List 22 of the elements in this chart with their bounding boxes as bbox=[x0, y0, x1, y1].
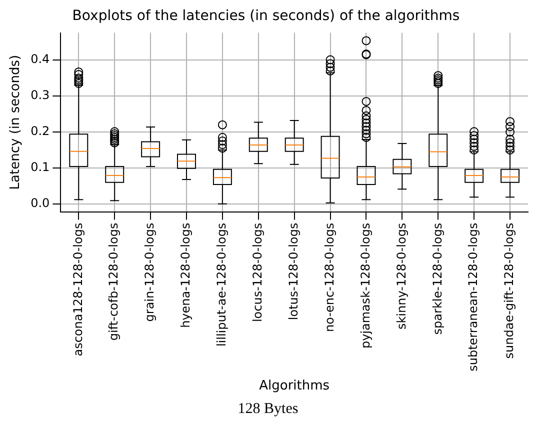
x-tick-label: sundae-gift-128-0-logs bbox=[502, 222, 516, 359]
y-tick-label: 0.0 bbox=[30, 196, 50, 210]
x-tick-label: hyena-128-0-logs bbox=[178, 222, 193, 328]
x-tick-label: ascona128-128-0-logs bbox=[70, 222, 85, 356]
chart-title: Boxplots of the latencies (in seconds) of the algorithms bbox=[72, 8, 460, 24]
x-tick-label: grain-128-0-logs bbox=[142, 222, 157, 322]
y-axis-title: Latency (in seconds) bbox=[8, 54, 24, 190]
x-tick-label: pyjamask-128-0-logs bbox=[358, 222, 372, 349]
x-tick-label: locus-128-0-logs bbox=[250, 222, 265, 322]
y-tick-label: 0.3 bbox=[30, 88, 50, 102]
y-tick-label: 0.4 bbox=[30, 52, 50, 66]
x-tick-label: no-enc-128-0-logs bbox=[322, 222, 336, 332]
x-tick-label: lotus-128-0-logs bbox=[286, 222, 300, 320]
x-tick-label: skinny-128-0-logs bbox=[394, 222, 408, 330]
x-tick-label: gift-cofb-128-0-logs bbox=[106, 222, 121, 341]
y-tick-label: 0.1 bbox=[30, 160, 50, 174]
y-tick-label: 0.2 bbox=[30, 124, 50, 138]
x-tick-label: subterranean-128-0-logs bbox=[466, 222, 480, 372]
text: 128 Bytes bbox=[236, 401, 300, 418]
x-axis-title: Algorithms bbox=[259, 378, 330, 394]
x-tick-label: lilliput-ae-128-0-logs bbox=[214, 222, 229, 347]
x-tick-label: sparkle-128-0-logs bbox=[430, 222, 444, 335]
